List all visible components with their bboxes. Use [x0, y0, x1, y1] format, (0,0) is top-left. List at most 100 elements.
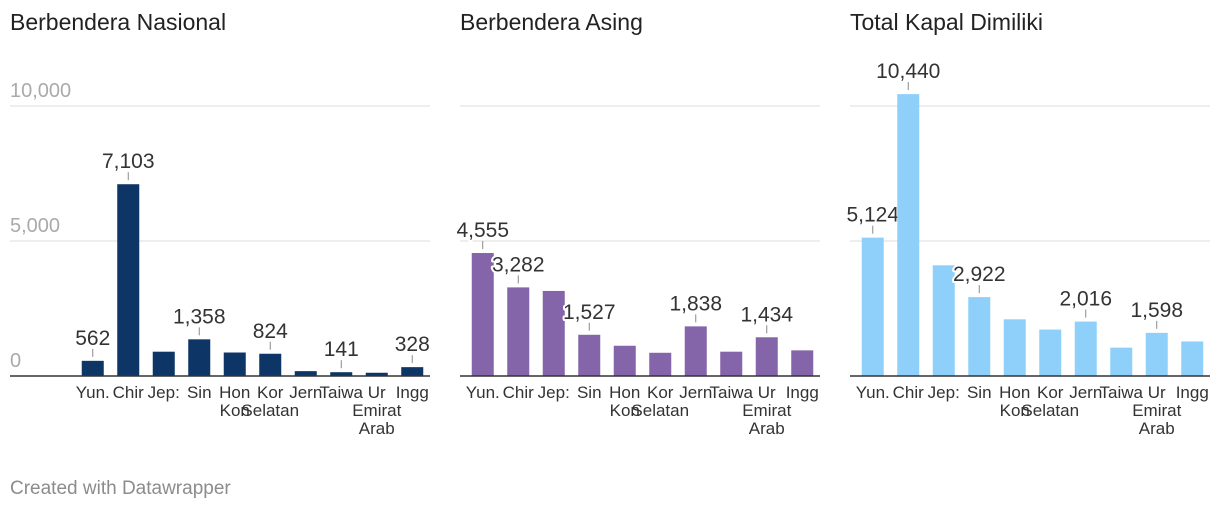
x-tick-label: Ur — [368, 383, 386, 402]
x-tick-label: Chir — [503, 383, 535, 402]
bar-jepang — [152, 351, 175, 376]
x-tick-label: Selatan — [1021, 401, 1079, 420]
x-tick-label: Jern — [679, 383, 712, 402]
value-label: 5,124 — [846, 204, 899, 227]
bar-china — [897, 94, 920, 377]
x-tick-label: Arab — [749, 419, 785, 438]
value-label: 2,922 — [953, 263, 1006, 286]
value-label: 7,103 — [102, 150, 155, 173]
bar-jepang — [542, 290, 565, 376]
bar-korea-selatan — [1039, 329, 1062, 376]
bar-korea-selatan — [259, 353, 282, 376]
bar-china — [117, 184, 140, 376]
x-tick-label: Ingg — [786, 383, 819, 402]
bar-singapura — [578, 334, 601, 376]
x-tick-label: Ingg — [1176, 383, 1209, 402]
x-tick-label: Taiwa — [320, 383, 364, 402]
chart-title: Total Kapal Dimiliki — [850, 9, 1043, 35]
chart-panel-2: Berbendera Asing 4,555 Yun. 3,282 Chir Jep: 1,… — [454, 9, 820, 438]
x-tick-label: Ur — [1148, 383, 1166, 402]
bar-uni-emirat-arab — [365, 372, 388, 376]
value-label: 141 — [324, 338, 359, 361]
x-tick-label: Kon — [220, 401, 250, 420]
datawrapper-credit: Created with Datawrapper — [10, 478, 231, 499]
y-tick-label: 5,000 — [10, 215, 60, 237]
value-label: 1,598 — [1130, 299, 1183, 322]
bar-hong-kong — [223, 352, 246, 376]
x-tick-label: Jern — [1069, 383, 1102, 402]
bar-taiwan — [720, 351, 743, 376]
x-tick-label: Yun. — [856, 383, 890, 402]
x-tick-label: Hon — [999, 383, 1030, 402]
x-tick-label: Kon — [610, 401, 640, 420]
y-tick-label: 0 — [10, 350, 21, 372]
x-tick-label: Kon — [1000, 401, 1030, 420]
bar-singapura — [968, 297, 991, 376]
x-tick-label: Jep: — [148, 383, 180, 402]
x-tick-label: Yun. — [76, 383, 110, 402]
x-tick-label: Selatan — [241, 401, 299, 420]
value-label: 1,838 — [669, 292, 722, 315]
x-tick-label: Taiwa — [710, 383, 754, 402]
chart-panel-1: Berbendera Nasional 0 5,000 10,000 562 Yun. 7,… — [10, 9, 432, 438]
x-tick-label: Kor — [257, 383, 284, 402]
bar-hong-kong — [1003, 319, 1026, 376]
x-tick-label: Kor — [1037, 383, 1064, 402]
y-tick-label: 10,000 — [10, 80, 71, 102]
value-label: 562 — [75, 327, 110, 350]
bar-jerman — [684, 326, 707, 376]
x-tick-label: Emirat — [1132, 401, 1181, 420]
bar-yunani — [471, 253, 494, 376]
x-tick-label: Hon — [609, 383, 640, 402]
x-tick-label: Taiwa — [1100, 383, 1144, 402]
x-tick-label: Chir — [893, 383, 925, 402]
chart-title: Berbendera Asing — [460, 9, 643, 35]
bar-jerman — [294, 371, 317, 376]
value-label: 1,358 — [173, 305, 226, 328]
x-tick-label: Hon — [219, 383, 250, 402]
x-tick-label: Sin — [577, 383, 602, 402]
bar-hong-kong — [613, 345, 636, 376]
bar-taiwan — [1110, 347, 1133, 376]
value-label: 824 — [253, 320, 288, 343]
x-tick-label: Ur — [758, 383, 776, 402]
value-label: 1,434 — [740, 303, 793, 326]
bar-yunani — [861, 237, 884, 376]
value-label: 328 — [395, 333, 430, 356]
value-label: 3,282 — [492, 253, 545, 276]
x-tick-label: Arab — [1139, 419, 1175, 438]
x-tick-label: Sin — [187, 383, 212, 402]
bar-jepang — [932, 265, 955, 376]
bar-inggris — [1181, 341, 1204, 376]
bar-inggris — [401, 367, 424, 376]
x-tick-label: Yun. — [466, 383, 500, 402]
x-tick-label: Arab — [359, 419, 395, 438]
bar-yunani — [81, 360, 104, 376]
x-tick-label: Chir — [113, 383, 145, 402]
bar-uni-emirat-arab — [1145, 332, 1168, 376]
bar-taiwan — [330, 372, 353, 376]
chart-title: Berbendera Nasional — [10, 9, 226, 35]
x-tick-label: Ingg — [396, 383, 429, 402]
value-label: 4,555 — [456, 219, 509, 242]
x-tick-label: Emirat — [742, 401, 791, 420]
x-tick-label: Sin — [967, 383, 992, 402]
bar-korea-selatan — [649, 352, 672, 376]
x-tick-label: Emirat — [352, 401, 401, 420]
bar-jerman — [1074, 321, 1097, 376]
bar-singapura — [188, 339, 211, 376]
bar-uni-emirat-arab — [755, 337, 778, 376]
value-label: 10,440 — [876, 60, 940, 83]
value-label: 2,016 — [1059, 288, 1112, 311]
bar-inggris — [791, 350, 814, 376]
x-tick-label: Jep: — [928, 383, 960, 402]
x-tick-label: Selatan — [631, 401, 689, 420]
x-tick-label: Kor — [647, 383, 674, 402]
x-tick-label: Jep: — [538, 383, 570, 402]
x-tick-label: Jern — [289, 383, 322, 402]
bar-china — [507, 287, 530, 376]
value-label: 1,527 — [563, 301, 616, 324]
